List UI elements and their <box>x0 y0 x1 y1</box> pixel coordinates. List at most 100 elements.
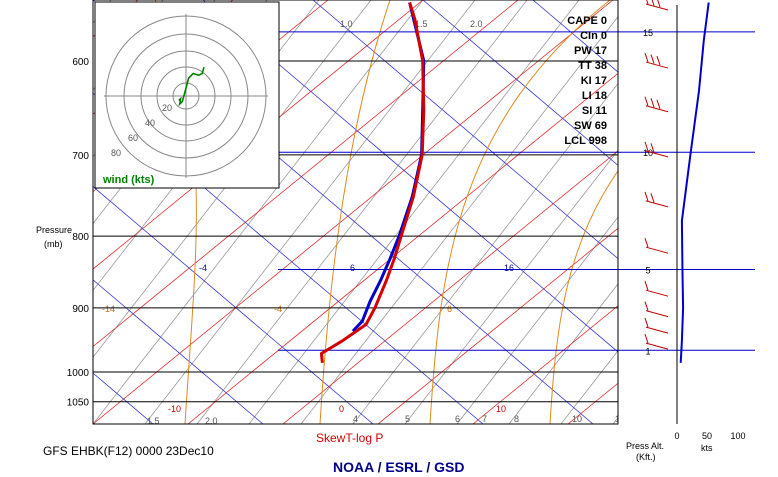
wind-barb-feather <box>644 191 649 202</box>
wind-barb-feather <box>644 96 649 106</box>
isotherm-line <box>93 0 424 270</box>
isobars <box>93 31 755 403</box>
mixing-ratio-line <box>248 0 580 424</box>
dry-adiabat-line <box>312 0 618 260</box>
wind-barb-feather <box>646 0 649 5</box>
pressure-tick-label: 600 <box>72 57 89 68</box>
index-pw: PW 17 <box>574 45 607 57</box>
altitude-axis-unit: (Kft.) <box>636 452 656 462</box>
altitude-tick-label: 15 <box>643 28 653 38</box>
index-li: LI 18 <box>582 90 607 102</box>
wind-barb-feather <box>650 98 655 108</box>
isotherm-label: 6 <box>350 263 355 273</box>
index-si: SI 11 <box>582 105 607 117</box>
wind-barb-feather <box>651 0 655 6</box>
pressure-axis-unit: (mb) <box>44 239 63 249</box>
hodograph-trace <box>178 66 205 107</box>
wind-barb <box>645 61 669 69</box>
mixing-ratio-label: 7 <box>482 414 487 424</box>
wind-barb <box>645 326 669 334</box>
pressure-tick-label: 1000 <box>67 368 90 379</box>
wind-barb-feather <box>644 238 649 248</box>
mixing-ratio-label: 4 <box>353 414 358 424</box>
mixing-ratio-label: 5 <box>405 414 410 424</box>
mixing-ratio-label: 2.0 <box>470 19 483 29</box>
mixing-ratio-label: 6 <box>455 414 460 424</box>
series-line-wind-speed <box>679 2 710 363</box>
mixing-ratio-label: 8 <box>514 414 519 424</box>
stability-indices: CAPE 0 CIn 0 PW 17 TT 38 KI 17 LI 18 SI 11 SW 6… <box>564 15 607 147</box>
pressure-tick-label: 900 <box>72 304 89 315</box>
index-cin: CIn 0 <box>580 30 607 42</box>
hodograph-ring-label: 20 <box>162 103 172 113</box>
wind-barb <box>645 310 669 318</box>
wind-barb-feather <box>650 54 655 64</box>
isotherm-line <box>93 0 519 348</box>
wind-barb-feather <box>644 52 649 63</box>
wind-barb <box>645 246 669 254</box>
mixing-ratio-line <box>196 0 528 424</box>
wind-barb-feather <box>656 55 661 66</box>
chart-title: SkewT-log P <box>316 431 383 445</box>
isotherm-line <box>377 227 618 424</box>
altitude-tick-label: 5 <box>645 265 650 275</box>
wind-axis-unit: kts <box>701 443 713 453</box>
dry-adiabat-line <box>93 186 374 424</box>
index-sw: SW 69 <box>574 120 607 132</box>
dry-adiabat-line <box>93 279 264 424</box>
wind-barb-feather <box>650 143 655 153</box>
model-label: GFS EHBK(F12) 0000 23Dec10 <box>43 444 214 458</box>
isotherm-line <box>187 72 618 424</box>
mixing-ratio-line <box>560 350 618 424</box>
pressure-tick-label: 1050 <box>67 398 90 409</box>
wind-barb <box>645 105 669 113</box>
moist-adiabat-label: -14 <box>102 304 115 314</box>
wind-barb-feather <box>644 317 649 328</box>
dry-adiabat-line <box>532 0 618 73</box>
mixing-ratio-line <box>404 149 618 424</box>
wind-barb-feather <box>656 99 661 109</box>
dry-adiabat-label: -10 <box>168 404 181 414</box>
pressure-tick-label: 700 <box>72 151 89 162</box>
series-line-temperature <box>319 2 426 363</box>
mixing-ratio-label: 1.0 <box>340 19 353 29</box>
wind-axis-tick: 100 <box>730 431 745 441</box>
mixing-ratio-line <box>508 283 618 424</box>
moist-adiabat-line <box>429 0 611 424</box>
index-cape: CAPE 0 <box>567 15 607 27</box>
moist-adiabat-label: -4 <box>274 304 282 314</box>
mixing-ratio-line <box>93 0 372 358</box>
isotherm-line <box>282 150 618 424</box>
wind-barb <box>645 3 669 11</box>
hodograph-ring-label: 60 <box>128 133 138 143</box>
hodograph-label: wind (kts) <box>102 174 155 186</box>
altitude-axis-label: Press Alt. <box>626 441 664 451</box>
dry-adiabat-line <box>422 0 618 166</box>
hodograph-ring-label: 40 <box>145 118 155 128</box>
mixing-ratio-label: 10 <box>572 414 582 424</box>
wind-barb-feather <box>644 141 649 152</box>
wind-barb-feather <box>644 301 649 311</box>
wind-axis-tick: 50 <box>702 431 712 441</box>
isotherm-label: -4 <box>199 263 207 273</box>
wind-barb-feather <box>657 0 661 8</box>
hodograph: 20 40 60 80 wind (kts) <box>94 1 280 189</box>
index-lcl: LCL 998 <box>564 135 607 147</box>
mixing-ratio-label: 1 <box>615 414 620 424</box>
wind-barb-feather <box>650 193 655 203</box>
wind-axis-tick: 0 <box>674 431 679 441</box>
moist-adiabat-label: 6 <box>447 304 452 314</box>
moist-adiabat-line <box>549 169 618 424</box>
wind-barb <box>645 342 669 350</box>
wind-barb <box>645 289 669 297</box>
moist-adiabat-line <box>319 0 391 424</box>
dry-adiabat-line <box>93 92 484 424</box>
wind-barb <box>645 200 669 208</box>
wind-barb-feather <box>644 333 649 344</box>
mixing-ratio-label: 1.5 <box>415 19 428 29</box>
plot-frame <box>92 0 619 425</box>
hodograph-ring-label: 80 <box>111 148 121 158</box>
mixing-ratio-line <box>300 16 618 424</box>
altitude-tick-label: 10 <box>643 148 653 158</box>
